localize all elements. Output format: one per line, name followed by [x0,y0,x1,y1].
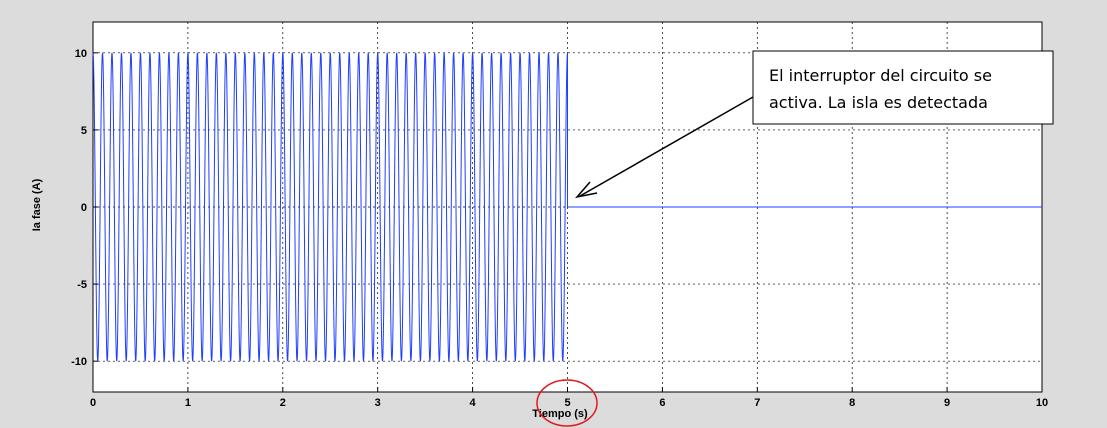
annotation-arrow [579,96,754,197]
y-tick-label: -5 [77,279,87,291]
x-tick-label: 0 [90,397,96,409]
annotation-box [752,50,1054,125]
series-layer [92,52,1042,362]
annotation-line-2: activa. La isla es detectada [769,93,988,112]
y-tick-label: 0 [81,202,87,214]
annotation-line-1: El interruptor del circuito se [769,66,992,85]
x-tick-label: 8 [849,397,855,409]
x-tick-label: 1 [185,397,191,409]
highlight-circle [536,379,598,427]
annotation-arrowhead [574,181,598,199]
x-tick-label: 9 [944,397,950,409]
x-tick-label: 6 [659,397,665,409]
series-line-oscillation [92,52,568,362]
y-tick-label: -10 [71,356,87,368]
ticks: 0 1 2 3 4 5 6 7 8 9 10 10 5 0 -5 -10 [71,48,1048,409]
y-axis-label: Ia fase (A) [31,178,43,231]
x-tick-label: 4 [470,397,477,409]
x-tick-label: 7 [754,397,760,409]
x-axis-label: Tiempo (s) [532,408,588,420]
y-tick-label: 10 [75,48,87,60]
y-tick-label: 5 [81,125,87,137]
x-tick-label: 2 [280,397,286,409]
x-tick-label: 10 [1036,397,1048,409]
x-tick-label: 3 [375,397,381,409]
x-tick-label: 5 [564,397,570,409]
